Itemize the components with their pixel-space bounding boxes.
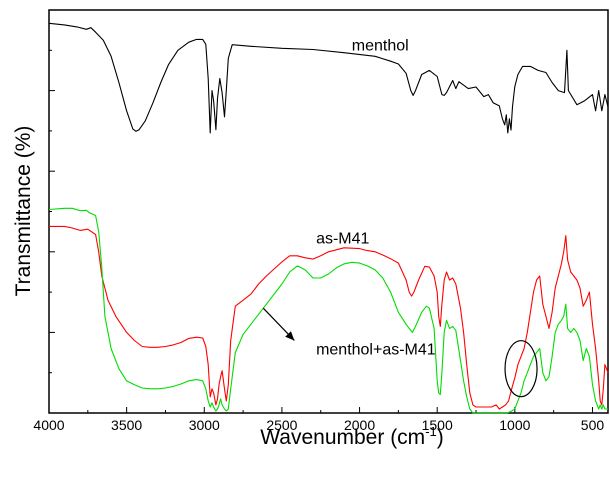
series-line-menthol-as-m41 [48,207,608,414]
annotation-layer [262,307,538,398]
series-label-menthol: menthol [352,37,409,54]
x-tick-label: 500 [581,417,605,433]
x-axis-title-close: ) [437,426,444,449]
x-axis-title-main: Wavenumber (cm [260,426,425,449]
series-label-as-m41: as-M41 [316,231,369,248]
x-tick-label: 1000 [499,417,530,433]
y-axis-ticks [49,9,55,414]
x-tick-label: 2000 [344,417,375,433]
series-label-menthol-as-m41: menthol+as-M41 [316,342,436,359]
x-tick-label: 3000 [189,417,220,433]
x-axis-title: Wavenumber (cm-1) [260,424,444,449]
label-layer: menthol as-M41 menthol+as-M41 [316,37,436,358]
series-layer [48,22,609,414]
x-tick-label: 2500 [266,417,297,433]
annotation-arrow-head [285,331,295,341]
x-axis-ticks: 4000 3500 3000 2500 2000 1500 1000 500 [33,407,604,433]
y-axis-title: Transmittance (%) [12,126,35,297]
series-line-as-m41 [49,225,609,410]
x-tick-label: 4000 [33,417,64,433]
x-tick-label: 3500 [111,417,142,433]
x-tick-label: 1500 [422,417,453,433]
series-line-menthol [48,22,609,134]
x-axis-title-superscript: -1 [425,424,437,439]
highlight-circle [504,340,538,398]
